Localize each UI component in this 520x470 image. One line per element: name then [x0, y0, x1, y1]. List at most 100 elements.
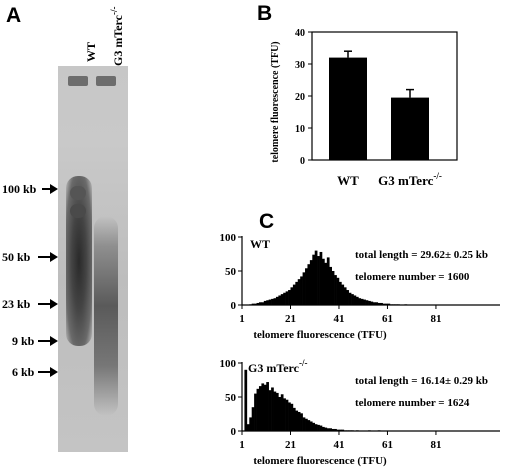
- hist-g3-bin: [319, 425, 323, 431]
- marker-arrows: [38, 184, 58, 377]
- hist-wt-bin: [314, 250, 318, 305]
- hist-wt-bin: [297, 279, 301, 305]
- hist-wt-bin: [336, 277, 340, 305]
- well-wt: [68, 76, 88, 86]
- histogram-g3: 0 50 100 1 21 41 61 81 G3 mTerc-/- total length…: [220, 358, 500, 467]
- hist-wt-bin: [317, 256, 320, 305]
- hist-wt-bin: [346, 290, 349, 305]
- histogram-wt: 0 50 100 1 21 41 61 81 WT total length = 29.62±…: [220, 232, 500, 340]
- hist-g3-xtick-label-41: 41: [333, 439, 344, 451]
- hist-g3-ytick-label-100: 100: [220, 358, 237, 370]
- hist-g3-length: total length = 16.14± 0.29 kb: [355, 375, 488, 387]
- hist-wt-bin: [326, 257, 330, 305]
- hist-wt-bin: [360, 298, 364, 305]
- bar-xlabel-g3-text: G3 mTerc: [378, 173, 433, 188]
- hist-wt-bin: [275, 296, 279, 305]
- bar-chart: telomere fluorescence (TFU) 0 10 20 30 40 WT…: [270, 28, 458, 188]
- hist-wt-xtick-label-81: 81: [430, 313, 441, 325]
- hist-wt-bin: [305, 268, 308, 305]
- bar-ytick-label-10: 10: [295, 124, 305, 135]
- bar-ytick-label-20: 20: [295, 92, 305, 103]
- hist-g3-bin: [251, 407, 255, 431]
- hist-g3-bin: [305, 418, 308, 431]
- arrow-100kb-icon: [42, 184, 58, 194]
- hist-g3-bin: [283, 398, 286, 431]
- bar-chart-frame: [311, 31, 458, 161]
- hist-wt-bin: [368, 300, 371, 305]
- hist-wt-bin: [385, 303, 388, 305]
- bar-ytick-label-30: 30: [295, 60, 305, 71]
- arrow-6kb-icon: [38, 367, 58, 377]
- bar-xlabel-g3: G3 mTerc-/-: [378, 171, 442, 188]
- marker-6kb: 6 kb: [12, 365, 35, 379]
- hist-g3-bin: [258, 386, 262, 431]
- arrow-50kb-icon: [38, 252, 58, 262]
- hist-wt-bin: [341, 284, 345, 305]
- hist-g3-bin: [249, 417, 252, 431]
- bar-xlabel-g3-sup: -/-: [433, 171, 442, 181]
- hist-wt-bin: [382, 303, 386, 305]
- hist-wt-bin: [285, 291, 289, 305]
- lane-label-g3-text: G3 mTerc: [111, 15, 125, 66]
- hist-wt-bin: [273, 298, 277, 305]
- lane-label-wt: WT: [84, 41, 98, 62]
- hist-g3-bin: [290, 403, 294, 431]
- lane-wt-smear: [66, 176, 92, 346]
- hist-wt-bin: [338, 281, 342, 305]
- hist-wt-bin: [271, 298, 274, 305]
- hist-g3-number: telomere number = 1624: [355, 397, 470, 409]
- hist-wt-bin: [334, 275, 337, 305]
- hist-g3-bin: [266, 382, 269, 431]
- hist-wt-bin: [278, 295, 282, 305]
- hist-wt-bin: [312, 254, 316, 305]
- hist-wt-xlabel: telomere fluorescence (TFU): [253, 329, 387, 340]
- hist-g3-ytick-label-50: 50: [225, 392, 237, 404]
- hist-g3-bin: [263, 384, 267, 431]
- hist-wt-bin: [343, 287, 347, 305]
- hist-wt-xtick-label-61: 61: [382, 313, 393, 325]
- hist-wt-bin: [372, 302, 376, 305]
- hist-g3-ytick-label-0: 0: [231, 426, 237, 438]
- hist-wt-bin: [365, 300, 369, 305]
- hist-g3-bin: [256, 388, 260, 431]
- hist-g3-bin: [314, 424, 318, 431]
- hist-g3-bin: [278, 397, 282, 431]
- gel-image: [58, 66, 128, 452]
- hist-g3-bin: [309, 421, 313, 431]
- bar-chart-ylabel: telomere fluorescence (TFU): [270, 41, 281, 162]
- band-wt-100kb: [70, 186, 86, 200]
- hist-wt-bin: [268, 299, 272, 305]
- hist-g3-xtick-label-21: 21: [285, 439, 296, 451]
- hist-wt-ytick-label-0: 0: [231, 300, 237, 312]
- hist-g3-bin: [297, 411, 301, 431]
- hist-wt-bin: [300, 276, 303, 305]
- lane-label-g3-superscript: -/-: [109, 6, 119, 16]
- hist-g3-bin: [334, 428, 337, 431]
- hist-wt-ytick-label-50: 50: [225, 266, 237, 278]
- hist-g3-bin: [307, 420, 311, 431]
- hist-wt-bin: [292, 284, 296, 305]
- bar-ytick-label-40: 40: [295, 28, 305, 39]
- hist-g3-bin: [285, 399, 289, 431]
- hist-wt-bin: [329, 266, 332, 305]
- marker-50kb: 50 kb: [2, 250, 31, 264]
- hist-wt-bin: [348, 292, 352, 305]
- hist-g3-xlabel: telomere fluorescence (TFU): [253, 455, 387, 467]
- hist-g3-bin: [273, 391, 277, 431]
- hist-g3-bin: [317, 424, 320, 431]
- hist-g3-bin: [268, 390, 272, 431]
- lane-label-g3: G3 mTerc-/-: [109, 7, 126, 67]
- hist-wt-bin: [288, 290, 291, 305]
- hist-wt-ytick-label-100: 100: [220, 232, 237, 244]
- hist-wt-number: telomere number = 1600: [355, 271, 470, 283]
- arrow-23kb-icon: [38, 299, 58, 309]
- well-g3: [96, 76, 116, 86]
- hist-wt-bin: [256, 302, 260, 305]
- lane-g3-smear: [94, 216, 118, 416]
- hist-g3-bin: [275, 392, 279, 431]
- hist-g3-bin: [302, 417, 306, 431]
- hist-wt-bin: [355, 296, 359, 305]
- arrow-9kb-icon: [38, 336, 58, 346]
- hist-wt-bin: [283, 292, 286, 305]
- hist-g3-bin: [254, 393, 257, 431]
